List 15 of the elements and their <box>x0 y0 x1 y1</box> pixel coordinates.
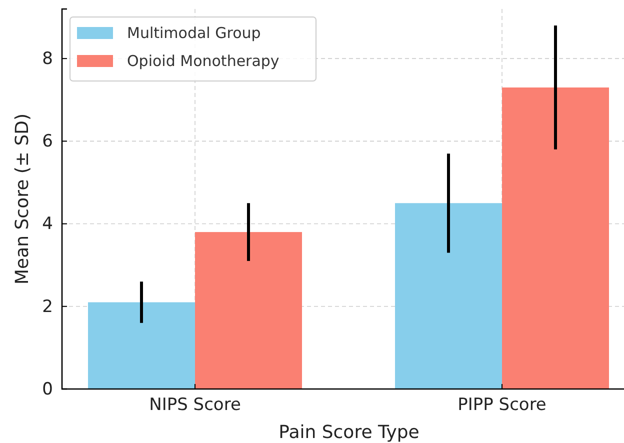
y-tick-label: 6 <box>42 132 53 152</box>
bar <box>195 232 302 389</box>
y-tick-label: 2 <box>42 296 53 317</box>
x-tick-label: PIPP Score <box>458 395 546 416</box>
legend-label: Opioid Monotherapy <box>127 52 280 70</box>
x-tick-label: NIPS Score <box>149 395 241 416</box>
y-tick-label: 0 <box>42 379 53 400</box>
y-tick-label: 4 <box>42 214 53 234</box>
bar <box>88 302 195 389</box>
bar <box>502 87 609 389</box>
bar <box>395 203 502 389</box>
x-axis-title: Pain Score Type <box>278 422 420 443</box>
y-axis-title: Mean Score (± SD) <box>12 113 33 285</box>
y-tick-label: 8 <box>42 49 53 70</box>
legend-label: Multimodal Group <box>127 24 261 42</box>
